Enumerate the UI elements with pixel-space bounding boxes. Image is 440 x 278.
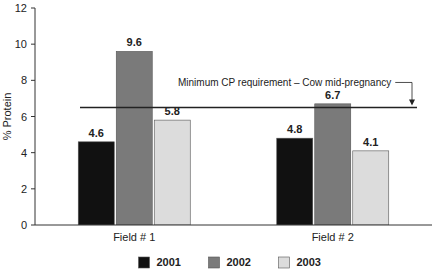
reference-line	[80, 107, 417, 109]
arrow-head	[409, 99, 415, 105]
data-label: 4.6	[89, 127, 104, 139]
y-tick	[31, 116, 35, 117]
legend-label: 2003	[297, 256, 321, 268]
y-tick	[31, 8, 35, 9]
legend-swatch	[279, 257, 290, 268]
y-tick-label: 10	[15, 38, 27, 50]
bar	[277, 138, 313, 225]
bar	[353, 151, 389, 225]
legend-label: 2002	[227, 256, 251, 268]
y-tick	[31, 152, 35, 153]
y-tick-label: 12	[15, 2, 27, 14]
y-tick-label: 2	[21, 183, 27, 195]
y-tick-label: 8	[21, 74, 27, 86]
annotation: Minimum CP requirement – Cow mid-pregnan…	[178, 77, 391, 88]
x-tick-label: Field # 1	[113, 231, 155, 243]
y-axis	[35, 8, 36, 225]
bar	[78, 142, 114, 225]
y-tick	[31, 44, 35, 45]
y-tick-label: 0	[21, 219, 27, 231]
legend-swatch	[139, 257, 150, 268]
y-tick	[31, 225, 35, 226]
data-label: 5.8	[165, 105, 180, 117]
chart: 0 2 4 6 8 10 12 % Protein Field # 1 Field # 2 Mini…	[0, 0, 440, 278]
y-tick	[31, 80, 35, 81]
bar	[116, 51, 152, 225]
data-label: 9.6	[127, 36, 142, 48]
bar	[315, 104, 351, 225]
y-tick-label: 6	[21, 111, 27, 123]
legend-label: 2001	[157, 256, 181, 268]
data-label: 4.1	[363, 136, 378, 148]
y-tick	[31, 188, 35, 189]
x-axis	[35, 225, 432, 226]
data-label: 4.8	[287, 123, 302, 135]
bar	[154, 120, 190, 225]
y-axis-label: % Protein	[1, 93, 13, 141]
data-label: 6.7	[325, 89, 340, 101]
legend-swatch	[209, 257, 220, 268]
x-tick-label: Field # 2	[312, 231, 354, 243]
y-tick-label: 4	[21, 147, 27, 159]
